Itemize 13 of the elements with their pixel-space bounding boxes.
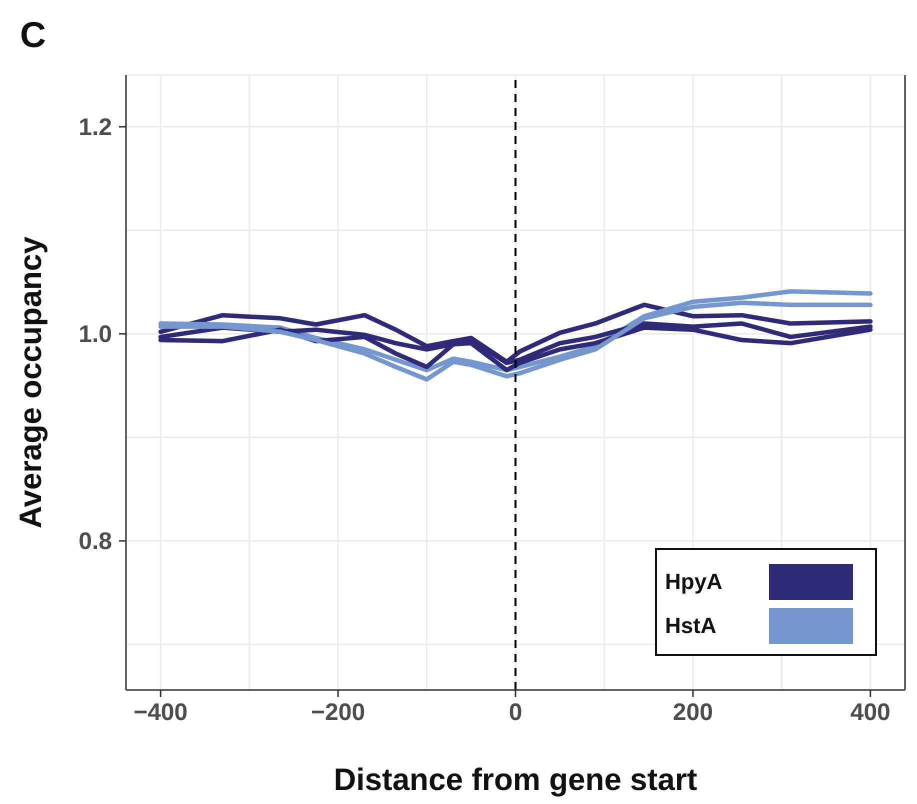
x-tick-label: −400: [134, 699, 188, 726]
y-tick-label: 1.0: [78, 320, 112, 348]
x-tick-label: 200: [672, 699, 713, 726]
y-axis-title: Average occupancy: [13, 236, 48, 528]
legend-label: HpyA: [665, 569, 724, 595]
y-tick-label: 0.8: [78, 528, 112, 555]
x-tick-label: 400: [850, 699, 890, 726]
x-tick-label: −200: [311, 699, 366, 726]
x-tick-label: 0: [508, 699, 522, 726]
legend-label: HstA: [665, 613, 718, 639]
y-tick-label: 1.2: [78, 114, 112, 141]
x-axis-title: Distance from gene start: [334, 762, 698, 798]
text: C: [20, 14, 46, 56]
